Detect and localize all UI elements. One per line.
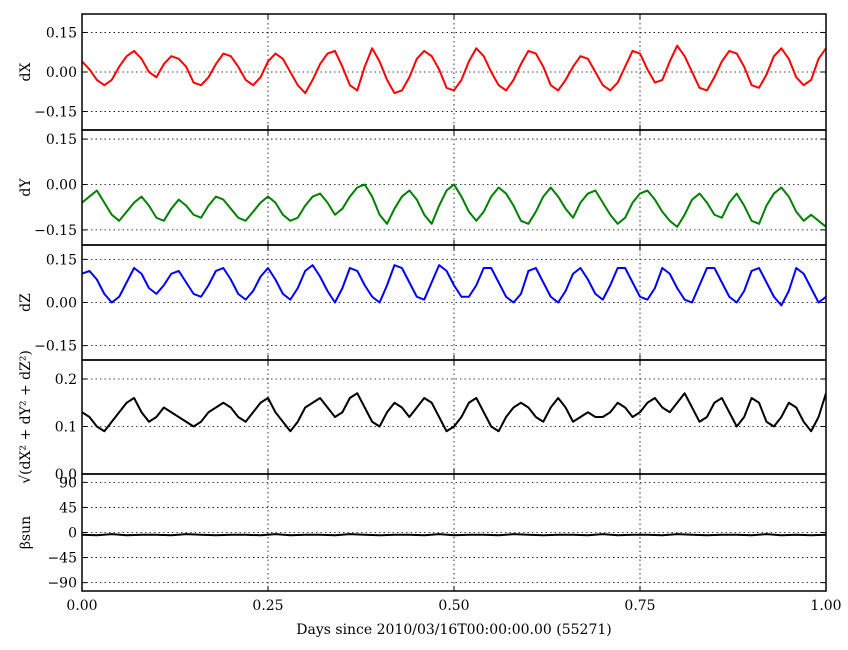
x-tick-label: 0.50 [438, 598, 469, 614]
y-tick-label: −0.15 [34, 105, 77, 121]
y-tick-label: 0.00 [46, 177, 77, 193]
y-axis-label: dY [18, 178, 34, 197]
y-tick-label: −45 [47, 551, 77, 567]
x-tick-labels: 0.00 0.25 0.50 0.75 1.00 [66, 598, 841, 614]
y-tick-label: 0.15 [46, 25, 77, 41]
y-tick-label: 0 [68, 526, 77, 542]
y-axis-label: βsun [18, 516, 34, 549]
series-line [82, 264, 826, 307]
y-tick-label: 0.2 [55, 372, 77, 388]
panel-5: −90 −45 0 45 90 βsun [18, 473, 827, 592]
y-tick-label: 0.15 [46, 132, 77, 148]
y-axis-label: √(dX² + dY² + dZ²) [18, 350, 34, 484]
y-tick-label: 0.15 [46, 252, 77, 268]
series-line [82, 392, 826, 433]
x-axis-label: Days since 2010/03/16T00:00:00.00 (55271… [296, 622, 611, 638]
y-tick-label: −0.15 [34, 339, 77, 355]
series-line [82, 533, 826, 537]
series-line [82, 183, 826, 228]
y-tick-label: 90 [59, 475, 77, 491]
y-tick-label: 45 [59, 500, 77, 516]
x-tick-label: 0.00 [66, 598, 97, 614]
y-axis-label: dZ [18, 293, 34, 312]
y-tick-label: 0.1 [55, 420, 77, 436]
x-tick-label: 0.25 [252, 598, 283, 614]
panel-4: 0.0 0.1 0.2 √(dX² + dY² + dZ²) [18, 350, 827, 484]
series-line [82, 44, 826, 95]
y-axis-label: dX [18, 63, 34, 82]
x-tick-label: 1.00 [810, 598, 841, 614]
y-tick-label: −0.15 [34, 223, 77, 239]
x-tick-label: 0.75 [624, 598, 655, 614]
axes-frame [81, 473, 827, 592]
y-tick-label: 0.00 [46, 65, 77, 81]
y-tick-label: 0.0 [55, 467, 77, 483]
panels: −0.150.000.15dX−0.150.000.15dY−0.150.000… [18, 13, 842, 614]
y-tick-label: −90 [47, 576, 77, 592]
y-tick-label: 0.00 [46, 296, 77, 312]
